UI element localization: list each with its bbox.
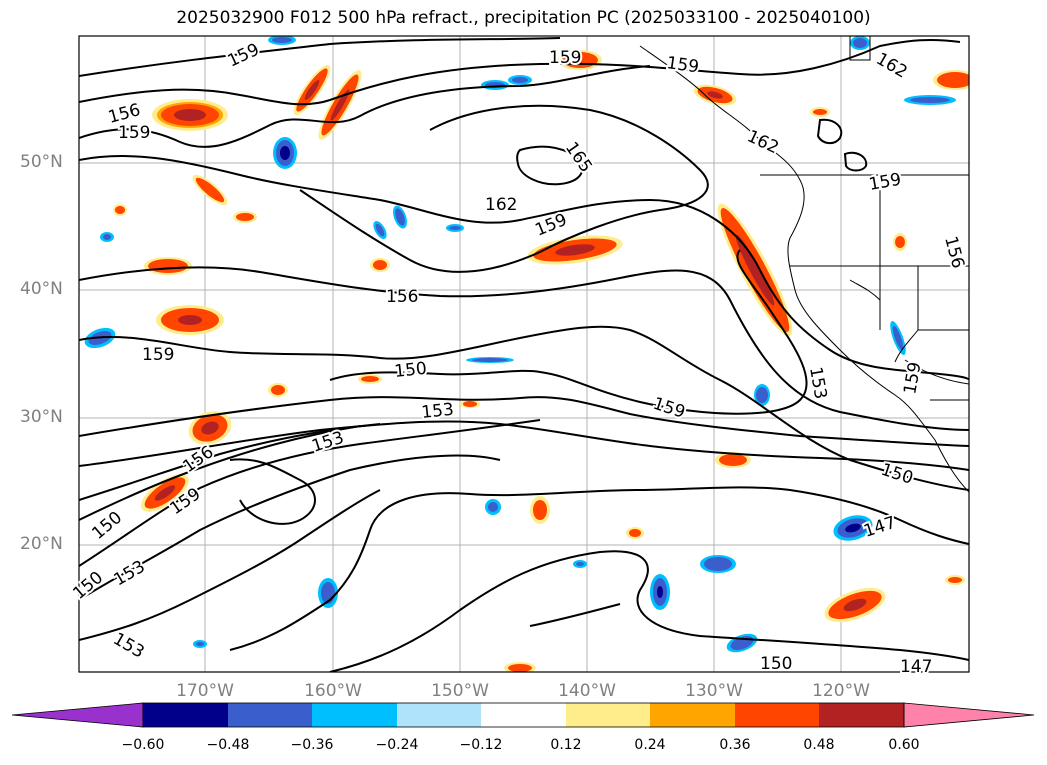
colorbar — [11, 702, 1035, 728]
precip-blob — [192, 174, 228, 206]
precip-neg-blob — [754, 384, 770, 406]
precip-blob — [460, 400, 480, 408]
colorbar-segment — [228, 703, 312, 727]
contour-label: 162 — [485, 195, 517, 215]
lat-label: 20°N — [20, 534, 63, 554]
lon-label: 140°W — [558, 681, 616, 701]
map-area — [79, 36, 969, 672]
precip-positive-areas — [113, 50, 969, 672]
coastline — [639, 36, 969, 493]
lon-label: 130°W — [685, 681, 743, 701]
precip-blob — [141, 474, 189, 512]
precip-neg-blob — [273, 137, 297, 169]
lon-label: 170°W — [176, 681, 234, 701]
precip-neg-blob — [193, 640, 207, 648]
precip-neg-blob — [268, 36, 296, 45]
colorbar-segment — [11, 702, 144, 728]
colorbar-tick-label: 0.60 — [888, 737, 920, 753]
precip-neg-blob — [446, 224, 464, 232]
map-border — [78, 35, 970, 673]
colorbar-tick-label: 0.24 — [634, 737, 666, 753]
precip-neg-blob — [373, 220, 387, 240]
precip-blob — [893, 233, 907, 251]
precip-neg-blob — [850, 36, 870, 50]
refractivity-contours — [79, 37, 969, 672]
precip-neg-blob — [485, 499, 501, 515]
precip-blob — [156, 305, 224, 335]
precip-neg-blob — [466, 357, 514, 363]
contour-label: 150 — [760, 654, 792, 674]
colorbar-segment — [143, 703, 228, 727]
map-title: 2025032900 F012 500 hPa refract., precip… — [176, 8, 871, 28]
precip-blob — [933, 70, 969, 90]
precip-neg-blob — [833, 515, 873, 541]
contour-label: 153 — [420, 400, 454, 423]
precip-neg-blob — [100, 232, 114, 242]
contour-label: 159 — [142, 345, 174, 365]
precip-blob — [945, 575, 965, 585]
colorbar-tick-label: −0.60 — [121, 737, 165, 753]
colorbar-tick-label: −0.36 — [290, 737, 334, 753]
lat-label: 50°N — [20, 152, 63, 172]
colorbar-segment — [481, 703, 566, 727]
precip-negative-areas — [84, 36, 956, 653]
colorbar-tick-label: −0.12 — [459, 737, 503, 753]
precip-blob — [504, 662, 536, 672]
colorbar-segment — [903, 702, 1035, 728]
precip-blob — [530, 496, 550, 524]
colorbar-tick-label: 0.12 — [550, 737, 582, 753]
lat-label: 30°N — [20, 407, 63, 427]
lon-label: 160°W — [304, 681, 362, 701]
precip-blob — [233, 211, 257, 223]
precip-blob — [152, 99, 228, 131]
precip-blob — [715, 452, 751, 468]
colorbar-segment — [397, 703, 481, 727]
precip-neg-blob — [573, 560, 587, 568]
precip-blob — [188, 411, 232, 445]
colorbar-segment — [566, 703, 650, 727]
colorbar-segment — [312, 703, 397, 727]
precip-blob — [824, 587, 886, 623]
precip-neg-blob — [650, 574, 670, 610]
precip-blob — [268, 383, 288, 397]
contour-label: 150 — [393, 359, 427, 382]
colorbar-segment — [819, 703, 904, 727]
precip-neg-blob — [318, 578, 338, 608]
precip-blob — [693, 84, 737, 106]
colorbar-segment — [735, 703, 819, 727]
precip-blob — [144, 257, 192, 275]
lon-label: 150°W — [431, 681, 489, 701]
precip-blob — [810, 107, 830, 117]
colorbar-tick-label: −0.48 — [206, 737, 250, 753]
colorbar-outline — [142, 702, 905, 728]
lat-label: 40°N — [20, 279, 63, 299]
colorbar-segment — [650, 703, 735, 727]
precip-neg-blob — [904, 95, 956, 105]
colorbar-tick-label: −0.24 — [375, 737, 419, 753]
precip-neg-blob — [890, 320, 906, 356]
lon-label: 120°W — [812, 681, 870, 701]
colorbar-tick-label: 0.36 — [719, 737, 751, 753]
precip-neg-blob — [481, 80, 509, 90]
precip-blob — [626, 527, 644, 539]
contour-label: 159 — [549, 48, 581, 68]
contour-label: 159 — [118, 123, 150, 143]
precip-blob — [370, 258, 390, 272]
precip-neg-blob — [393, 205, 407, 229]
contour-label: 147 — [900, 657, 932, 677]
precip-blob — [293, 65, 331, 115]
precip-neg-blob — [508, 75, 532, 85]
precip-blob — [358, 374, 382, 384]
contour-label: 156 — [386, 287, 418, 307]
colorbar-tick-label: 0.48 — [803, 737, 835, 753]
precip-neg-blob — [700, 555, 736, 573]
precip-blob — [113, 204, 127, 216]
